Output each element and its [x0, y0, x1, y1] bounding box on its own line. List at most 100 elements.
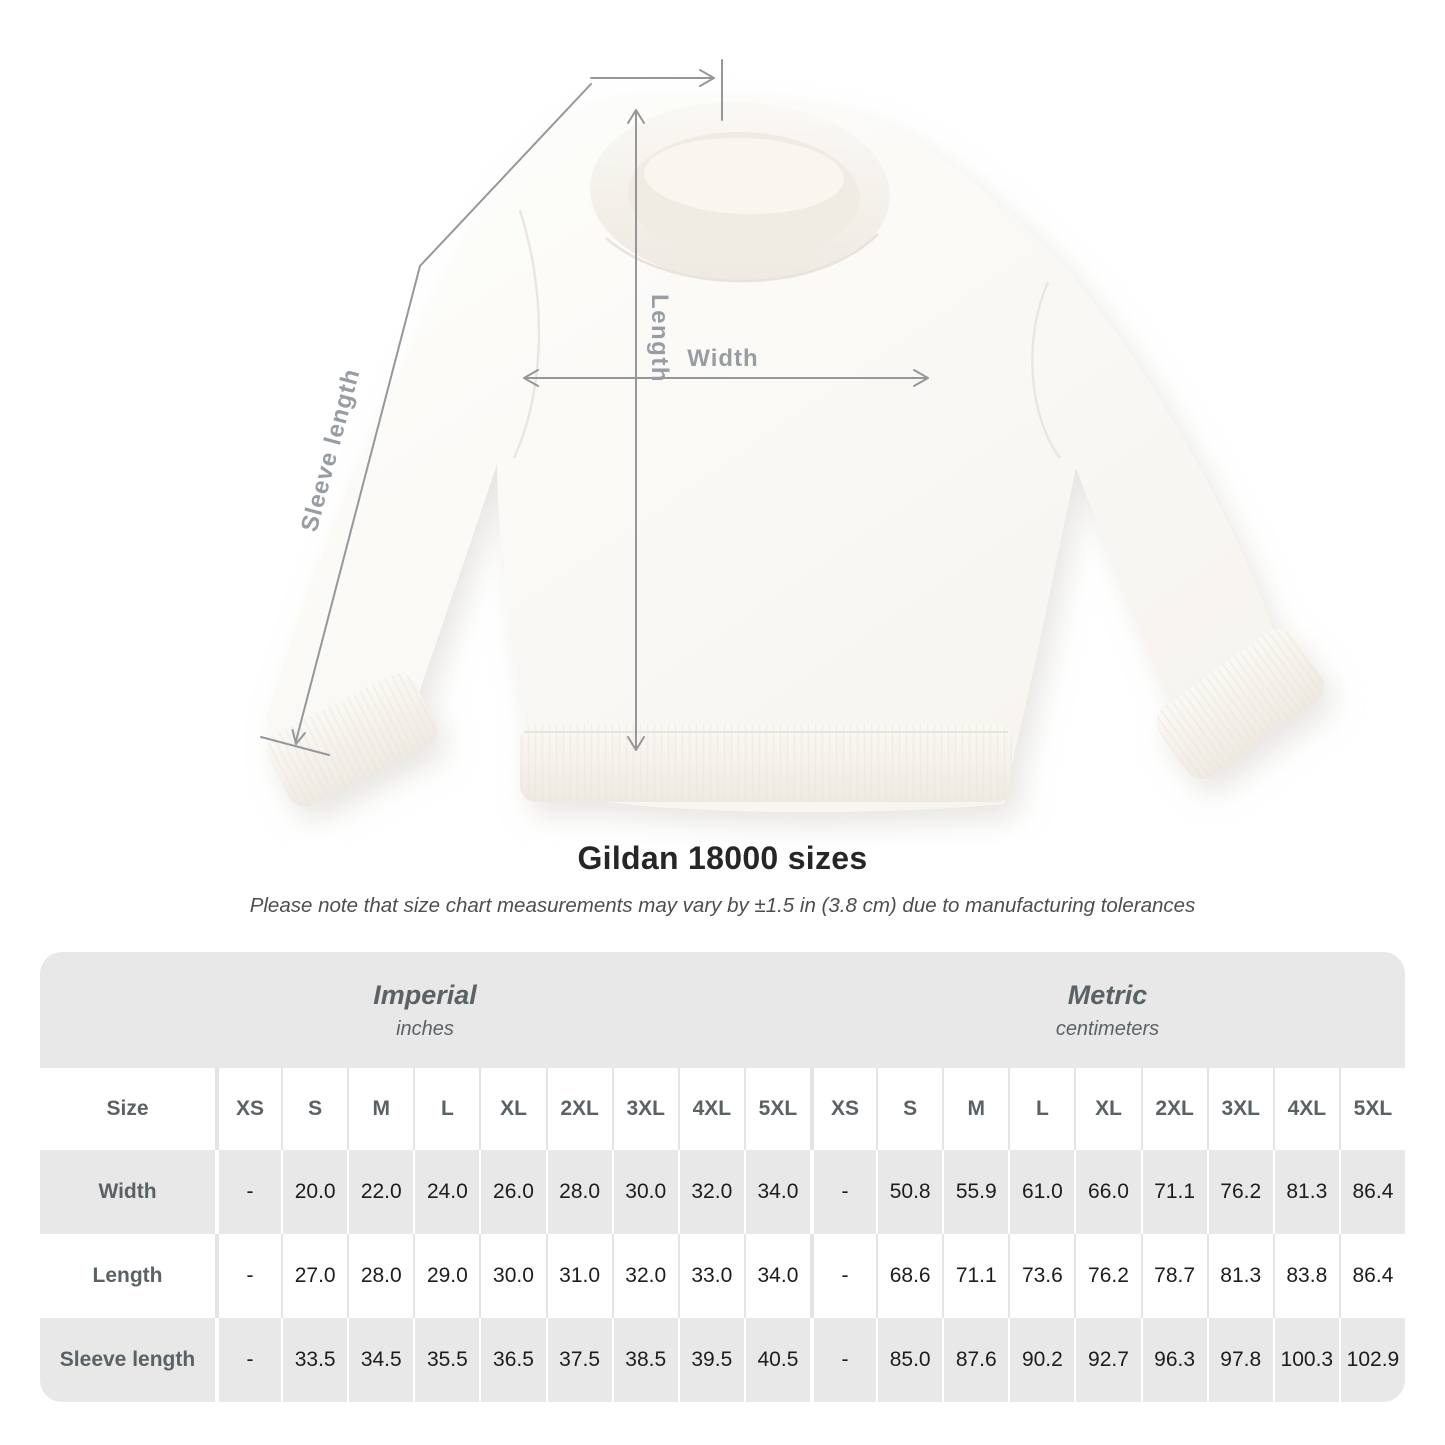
value-cell: 76.2	[1074, 1234, 1140, 1318]
value-cell: 28.0	[545, 1150, 612, 1234]
value-cell: -	[215, 1318, 281, 1402]
value-cell: 81.3	[1272, 1150, 1339, 1234]
size-col-header: L	[413, 1068, 479, 1150]
imperial-label: Imperial	[373, 979, 477, 1010]
value-cell: 35.5	[413, 1318, 479, 1402]
value-cell: 78.7	[1140, 1234, 1207, 1318]
value-cell: 102.9	[1338, 1318, 1405, 1402]
value-cell: 32.0	[611, 1234, 678, 1318]
value-cell: 33.0	[677, 1234, 744, 1318]
value-cell: -	[215, 1234, 281, 1318]
size-table: Imperial inches Metric centimeters Size …	[40, 952, 1405, 1402]
width-row: Width - 20.0 22.0 24.0 26.0 28.0 30.0 32…	[40, 1150, 1405, 1234]
length-row: Length - 27.0 28.0 29.0 30.0 31.0 32.0 3…	[40, 1234, 1405, 1318]
sweatshirt-measurement-diagram: Length Width Sleeve length	[260, 59, 1324, 813]
value-cell: 68.6	[876, 1234, 942, 1318]
value-cell: 40.5	[743, 1318, 810, 1402]
length-measure-label: Length	[646, 294, 673, 383]
value-cell: 61.0	[1008, 1150, 1074, 1234]
value-cell: 31.0	[545, 1234, 612, 1318]
value-cell: -	[810, 1150, 876, 1234]
value-cell: 27.0	[281, 1234, 347, 1318]
length-arrowhead-top	[627, 109, 645, 124]
value-cell: 39.5	[677, 1318, 744, 1402]
left-cuff	[266, 673, 438, 807]
tolerance-note: Please note that size chart measurements…	[249, 894, 1196, 917]
metric-unit: centimeters	[1055, 1017, 1160, 1040]
value-cell: 37.5	[545, 1318, 612, 1402]
value-cell: 96.3	[1140, 1318, 1207, 1402]
size-col-header: 4XL	[1272, 1068, 1339, 1150]
measurement-lines	[260, 59, 929, 756]
page-title: Gildan 18000 sizes	[577, 840, 868, 876]
hem-band	[520, 724, 1012, 802]
value-cell: 33.5	[281, 1318, 347, 1402]
value-cell: 55.9	[942, 1150, 1008, 1234]
value-cell: 71.1	[942, 1234, 1008, 1318]
size-col-header: M	[942, 1068, 1008, 1150]
sweatshirt-body	[266, 94, 1302, 813]
right-armhole-seam	[1031, 281, 1062, 459]
value-cell: 100.3	[1272, 1318, 1339, 1402]
value-cell: 92.7	[1074, 1318, 1140, 1402]
size-col-header: M	[347, 1068, 413, 1150]
value-cell: 28.0	[347, 1234, 413, 1318]
value-cell: 81.3	[1206, 1234, 1273, 1318]
size-col-header: XS	[810, 1068, 876, 1150]
sweatshirt-illustration	[266, 94, 1324, 813]
value-cell: 30.0	[611, 1150, 678, 1234]
value-cell: 20.0	[281, 1150, 347, 1234]
value-cell: 26.0	[479, 1150, 545, 1234]
size-col-header: S	[281, 1068, 347, 1150]
value-cell: 22.0	[347, 1150, 413, 1234]
size-col-header: XS	[215, 1068, 281, 1150]
imperial-group-header: Imperial inches	[40, 952, 810, 1068]
value-cell: 73.6	[1008, 1234, 1074, 1318]
value-cell: 30.0	[479, 1234, 545, 1318]
value-cell: 71.1	[1140, 1150, 1207, 1234]
size-col-header: L	[1008, 1068, 1074, 1150]
sleeve-length-line	[295, 83, 592, 742]
size-col-header: XL	[1074, 1068, 1140, 1150]
value-cell: 24.0	[413, 1150, 479, 1234]
row-label: Width	[98, 1180, 157, 1203]
corner-label: Size	[106, 1097, 149, 1120]
metric-group-header: Metric centimeters	[810, 952, 1405, 1068]
value-cell: 90.2	[1008, 1318, 1074, 1402]
value-cell: 29.0	[413, 1234, 479, 1318]
row-label: Sleeve length	[59, 1348, 196, 1371]
value-cell: 36.5	[479, 1318, 545, 1402]
size-col-header: 3XL	[611, 1068, 678, 1150]
value-cell: 87.6	[942, 1318, 1008, 1402]
value-cell: 38.5	[611, 1318, 678, 1402]
value-cell: 86.4	[1338, 1150, 1405, 1234]
value-cell: 34.0	[743, 1150, 810, 1234]
value-cell: 32.0	[677, 1150, 744, 1234]
size-col-header: 2XL	[545, 1068, 612, 1150]
row-label: Length	[92, 1264, 163, 1287]
width-arrowhead-left	[523, 369, 539, 387]
collar	[590, 101, 890, 283]
value-cell: -	[215, 1150, 281, 1234]
unit-group-header-row: Imperial inches Metric centimeters	[40, 952, 1405, 1068]
value-cell: 85.0	[876, 1318, 942, 1402]
value-cell: 83.8	[1272, 1234, 1339, 1318]
right-cuff	[1156, 628, 1324, 780]
sleeve-length-row: Sleeve length - 33.5 34.5 35.5 36.5 37.5…	[40, 1318, 1405, 1402]
value-cell: -	[810, 1318, 876, 1402]
value-cell: 34.5	[347, 1318, 413, 1402]
value-cell: -	[810, 1234, 876, 1318]
size-col-header: 4XL	[677, 1068, 744, 1150]
value-cell: 76.2	[1206, 1150, 1273, 1234]
size-col-header: 2XL	[1140, 1068, 1207, 1150]
imperial-unit: inches	[396, 1017, 454, 1040]
value-cell: 66.0	[1074, 1150, 1140, 1234]
left-armhole-seam	[512, 209, 541, 459]
value-cell: 50.8	[876, 1150, 942, 1234]
size-col-header: S	[876, 1068, 942, 1150]
sleeve-length-end-tick	[260, 736, 330, 756]
neck-offset-arrowhead	[699, 69, 715, 87]
length-arrowhead-bottom	[627, 736, 645, 751]
size-header-row: Size XS S M L XL 2XL 3XL 4XL 5XL XS S M …	[40, 1068, 1405, 1150]
